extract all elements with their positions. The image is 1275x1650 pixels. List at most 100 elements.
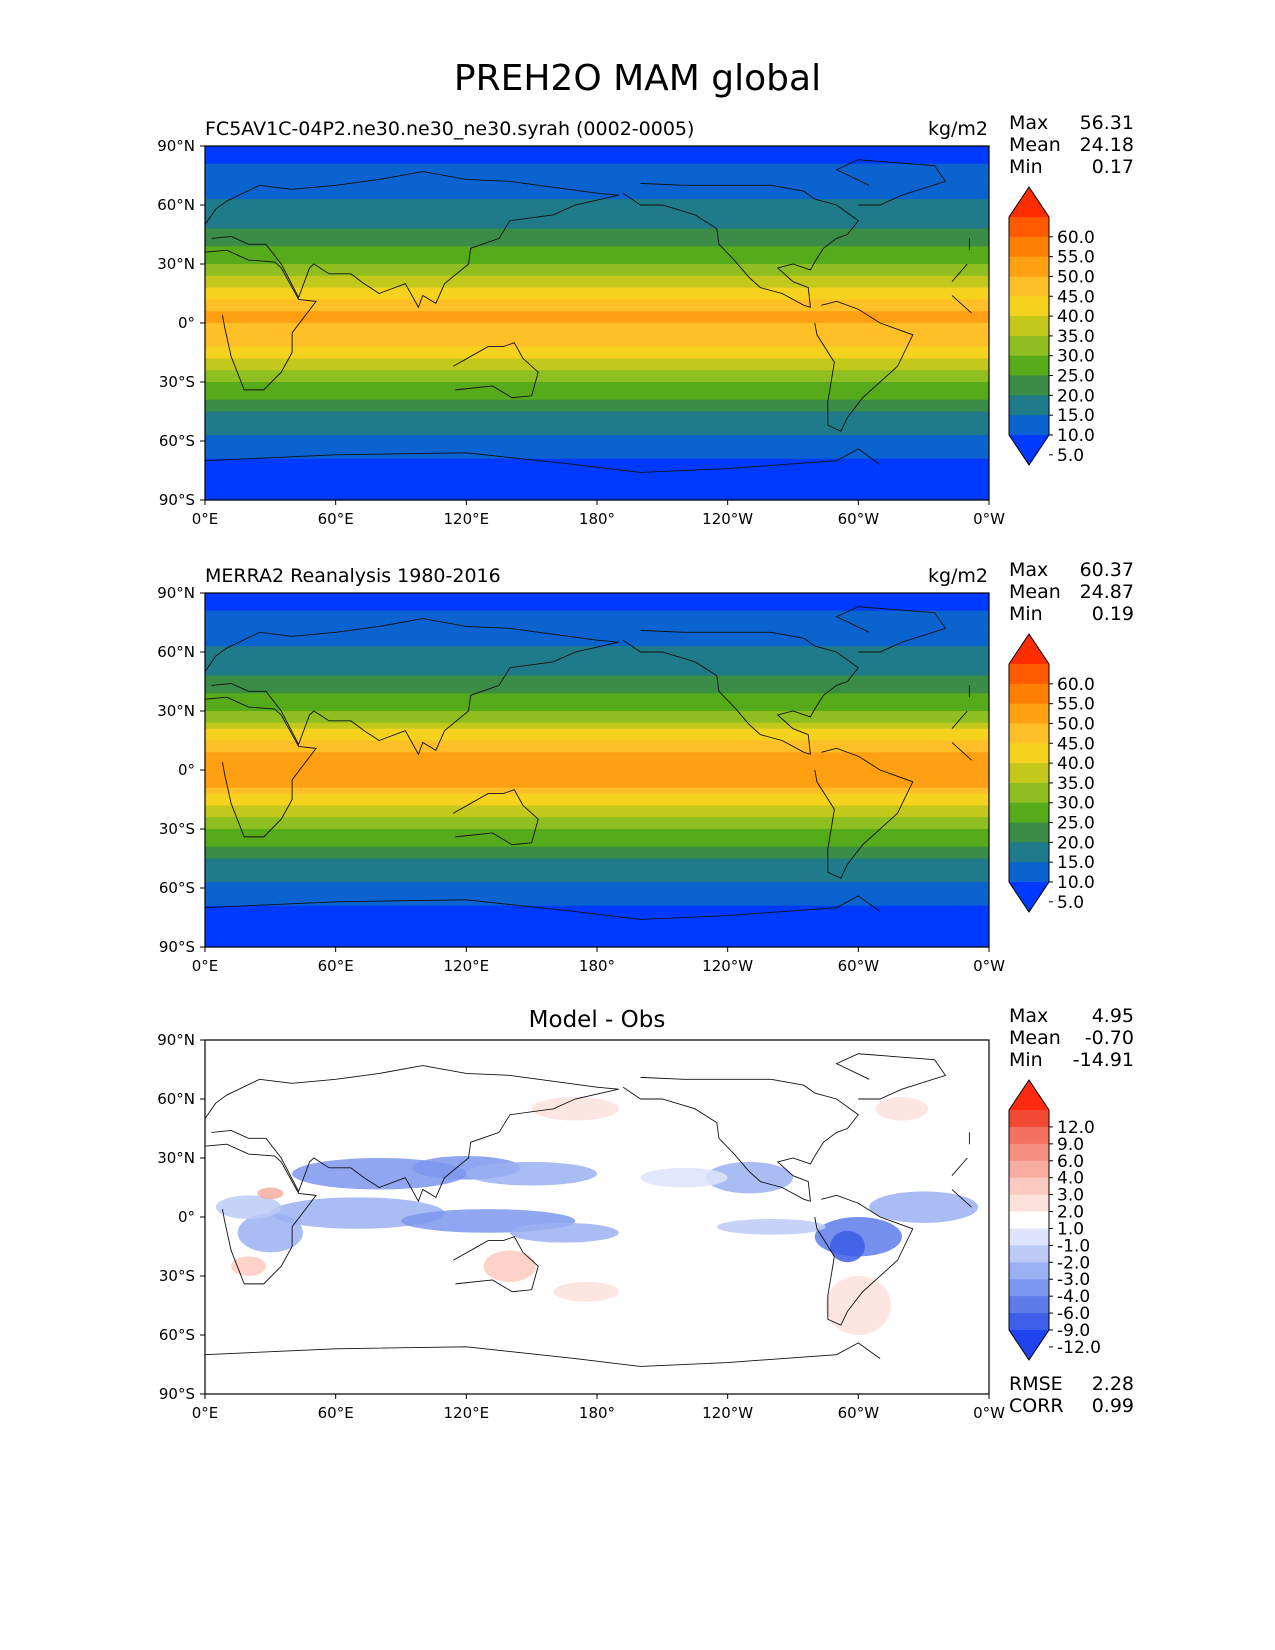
coastline [622,629,859,755]
field-band [205,793,989,801]
colorbar-segment [1009,743,1049,764]
colorbar-segment [1009,1126,1049,1145]
field-band [205,734,989,742]
field-band [205,811,989,818]
field-band [205,228,989,236]
colorbar-segment [1009,236,1049,258]
field-band [205,376,989,383]
y-tick-label: 0° [178,314,195,332]
x-tick-label: 0°E [192,510,219,528]
field-band [205,893,989,901]
colorbar-segment [1009,1313,1049,1331]
colorbar-segment [1009,1177,1049,1196]
field-band [205,693,989,700]
colorbar-label: -2.0 [1057,1253,1090,1273]
colorbar-label: 30.0 [1057,794,1095,814]
field-band [205,429,989,436]
field-band [205,716,989,724]
colorbar-segment [1009,802,1049,824]
coastline [204,1065,970,1203]
field-band [205,382,989,389]
field-band [205,740,989,747]
difference-patches [215,1097,979,1335]
field-band [205,387,989,395]
y-tick-label: 0° [178,761,195,779]
stat-label-min: Min [1009,603,1043,625]
coastline [204,1342,881,1367]
y-tick-label: 90°N [157,1031,195,1049]
colorbar-segment [1009,256,1049,277]
field-band [205,146,989,153]
y-tick-label: 30°N [157,1149,195,1167]
colorbar-extend-top [1009,1080,1049,1110]
field-band [205,287,989,295]
field-band [205,435,989,442]
colorbar-label: 15.0 [1057,853,1095,873]
colorbar-label: -6.0 [1057,1304,1090,1324]
field-band [205,476,989,483]
colorbar-label: 55.0 [1057,695,1095,715]
y-tick-label: 60°N [157,196,195,214]
field-band [205,175,989,182]
field-band [205,446,989,454]
y-tick-label: 90°N [157,137,195,155]
field-band [205,488,989,495]
colorbar-extend-bottom [1009,882,1049,912]
colorbar-segment [1009,1262,1049,1280]
colorbar-segment [1009,217,1049,238]
x-tick-label: 60°E [318,510,354,528]
colorbar: 12.09.06.04.03.02.01.0-1.0-2.0-3.0-4.0-6… [1008,1079,1101,1361]
stat-min: -14.91 [1072,1049,1134,1071]
difference-patch [875,1097,929,1121]
field-band [205,787,989,795]
field-band [205,399,989,407]
field-band [205,657,989,665]
panel1-stats: Max 56.31 Mean 24.18 Min 0.17 [1009,112,1134,178]
colorbar-segment [1009,723,1049,744]
coastline [835,159,947,206]
difference-patch [553,1281,619,1302]
y-tick-label: 90°S [159,491,195,509]
colorbar-label: 2.0 [1057,1203,1084,1223]
difference-patch [705,1161,793,1194]
colorbar-extend-top [1009,634,1049,664]
stat-label-mean: Mean [1009,1027,1061,1049]
x-tick-label: 120°E [444,1404,490,1422]
rmse-value: 2.28 [1091,1373,1134,1395]
x-tick-label: 60°W [838,510,880,528]
y-tick-label: 90°S [159,1385,195,1403]
stat-max: 4.95 [1091,1005,1134,1027]
field-band [205,593,989,600]
field-band [205,305,989,312]
field-band [205,216,989,224]
field-band [205,151,989,159]
field-band [205,598,989,606]
field-band [205,452,989,460]
y-tick-label: 60°N [157,643,195,661]
field-bands [205,593,989,948]
difference-patch [257,1187,284,1200]
field-band [205,911,989,919]
field-band [205,311,989,318]
field-band [205,604,989,612]
coastline [204,618,970,756]
x-tick-label: 60°E [318,1404,354,1422]
field-band [205,923,989,930]
colorbar-label: 3.0 [1057,1186,1084,1206]
field-band [205,905,989,913]
field-band [205,199,989,206]
x-tick-label: 120°W [702,1404,753,1422]
field-band [205,299,989,306]
field-band [205,346,989,354]
field-band [205,317,989,324]
colorbar-label: 25.0 [1057,814,1095,834]
field-band [205,441,989,448]
colorbar-extend-bottom [1009,435,1049,465]
corr-label: CORR [1009,1395,1064,1417]
field-band [205,764,989,771]
colorbar-label: 20.0 [1057,833,1095,853]
colorbar-segment [1009,683,1049,705]
x-tick-label: 120°W [702,957,753,975]
stat-label-min: Min [1009,1049,1043,1071]
